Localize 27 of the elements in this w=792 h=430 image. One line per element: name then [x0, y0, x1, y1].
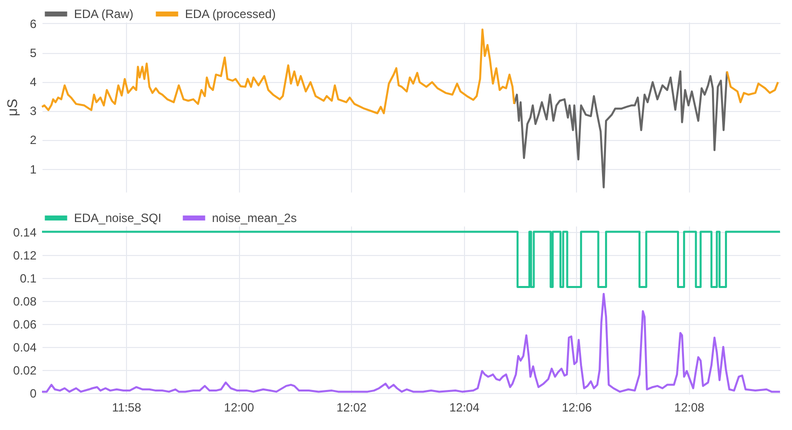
x-tick-label: 12:06: [562, 400, 592, 414]
y-tick-label: 0.14: [13, 225, 37, 240]
y-tick-label: 5: [30, 46, 37, 60]
legend-label: EDA (processed): [185, 7, 276, 21]
y-tick-label: 3: [30, 104, 37, 118]
y-tick-label: 0.04: [13, 340, 37, 354]
y-tick-label: 0.02: [13, 363, 37, 378]
y-axis-title: μS: [4, 98, 20, 116]
y-tick-label: 0: [30, 386, 37, 400]
y-tick-label: 6: [30, 16, 37, 31]
y-tick-label: 0.12: [13, 248, 37, 262]
x-tick-label: 12:00: [224, 400, 254, 414]
legend-label: EDA_noise_SQI: [74, 211, 162, 225]
x-tick-label: 12:08: [674, 400, 705, 414]
x-tick-label: 12:04: [449, 400, 480, 414]
y-tick-label: 0.06: [13, 317, 37, 332]
y-tick-label: 0.1: [20, 271, 37, 286]
y-tick-label: 0.08: [13, 294, 37, 308]
x-tick-label: 12:02: [336, 400, 367, 414]
legend-label: noise_mean_2s: [212, 211, 297, 225]
x-tick-label: 11:58: [112, 400, 142, 414]
line-series: [513, 70, 728, 188]
y-tick-label: 2: [30, 133, 37, 148]
legend-label: EDA (Raw): [74, 7, 134, 21]
y-tick-label: 1: [30, 162, 37, 176]
y-tick-label: 4: [30, 75, 37, 90]
line-series: [41, 292, 781, 393]
